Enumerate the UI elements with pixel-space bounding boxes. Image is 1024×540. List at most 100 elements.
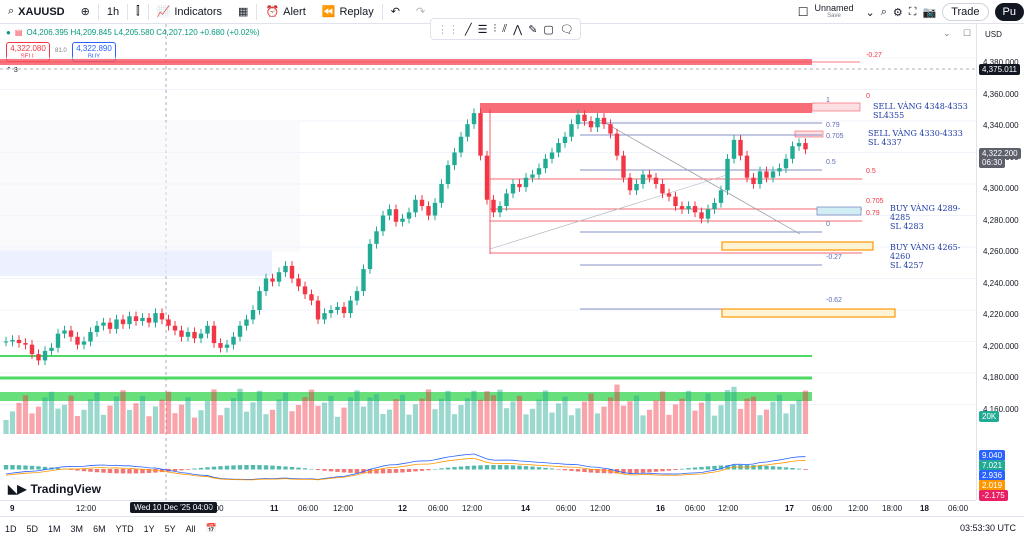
chevron-down-icon[interactable]: ⌄: [865, 6, 875, 19]
interval-button[interactable]: 1h: [106, 5, 120, 18]
brush-icon[interactable]: ✎: [528, 23, 538, 36]
macd-histogram-bar: [413, 469, 418, 472]
layout-menu[interactable]: Unnamed Save: [815, 4, 854, 20]
search-icon[interactable]: ⌕: [880, 5, 887, 18]
range-all[interactable]: All: [185, 523, 196, 534]
alert-button[interactable]: ⏰ Alert: [257, 0, 313, 24]
price-tick: 4,180.000: [983, 373, 1019, 382]
alarm-icon: ⏰: [265, 6, 280, 18]
target-zone: [721, 308, 896, 318]
macd-histogram-bar: [705, 466, 711, 470]
buy-annotation-2[interactable]: BUY VÀNG 4265-4260 SL 4257: [890, 243, 976, 270]
undo-button[interactable]: ↶: [383, 0, 408, 24]
volume-bar: [354, 390, 360, 434]
chart-type-button[interactable]: ⫿: [128, 0, 148, 24]
candle-body: [3, 341, 9, 343]
time-axis[interactable]: 9 12:00 Wed 10 Dec '25 04:00 2:00 11 06:00 12:…: [0, 500, 976, 516]
range-5y[interactable]: 5Y: [164, 523, 176, 534]
candle-body: [660, 184, 665, 194]
fib-label: 0.79: [826, 122, 840, 129]
macd-histogram-bar: [328, 469, 334, 472]
candle-body: [751, 177, 756, 184]
macd-histogram-bar: [36, 466, 41, 470]
volume-bar: [380, 414, 386, 434]
candle-body: [42, 350, 48, 361]
fib-retracement-icon[interactable]: ☰: [477, 23, 488, 36]
volume-bar: [328, 395, 334, 434]
range-6m[interactable]: 6M: [93, 523, 106, 534]
replay-button[interactable]: ⏪ Replay: [314, 0, 382, 24]
range-1y[interactable]: 1Y: [143, 523, 155, 534]
camera-icon[interactable]: 📷: [922, 6, 937, 19]
range-ytd[interactable]: YTD: [115, 523, 134, 534]
drawing-toolbar: ⋮⋮ ╱ ☰ ⫶ ⫽ ⋀ ✎ ▢ 🗨: [430, 18, 581, 40]
pattern-icon[interactable]: ⋀: [513, 23, 523, 36]
indicator-collapse[interactable]: ⌃ 3: [6, 66, 18, 74]
checkbox-icon[interactable]: ☐: [797, 5, 809, 19]
volume-bar: [74, 416, 81, 434]
volume-bar: [445, 390, 451, 434]
volume-bar: [601, 406, 607, 434]
macd-histogram-bar: [718, 465, 724, 470]
volume-bar: [497, 389, 503, 434]
range-1d[interactable]: 1D: [5, 523, 17, 534]
pitchfork-icon[interactable]: ⫶: [493, 22, 497, 35]
publish-button[interactable]: Pu: [994, 3, 1024, 21]
range-5d[interactable]: 5D: [26, 523, 39, 534]
text-note-icon[interactable]: 🗨: [559, 23, 574, 36]
candle-body: [127, 316, 132, 325]
volume-bar: [133, 403, 139, 434]
close-icon[interactable]: ⌄: [943, 28, 951, 38]
compare-button[interactable]: ⊕: [73, 0, 98, 24]
volume-bar: [347, 397, 354, 434]
utc-clock[interactable]: 03:53:30 UTC: [959, 523, 1016, 533]
candle-body: [75, 336, 80, 345]
candle-body: [68, 330, 74, 337]
trend-line-icon[interactable]: ╱: [465, 23, 472, 36]
range-1m[interactable]: 1M: [48, 523, 61, 534]
range-3m[interactable]: 3M: [70, 523, 84, 534]
trade-button[interactable]: Trade: [942, 3, 989, 21]
macd-histogram-bar: [198, 467, 204, 470]
volume-bar: [48, 391, 55, 434]
market-status-icon: ●: [6, 28, 11, 37]
layout-state: Save: [827, 13, 841, 19]
parallel-channel-icon[interactable]: ⫽: [502, 22, 508, 35]
sell-annotation-1[interactable]: SELL VÀNG 4348-4353 SL4355: [873, 102, 968, 120]
candle-body: [738, 139, 743, 156]
price-axis[interactable]: USD ⌄ ☐ 4,380.0004,360.0004,340.0004,320…: [943, 24, 1024, 501]
candle-body: [679, 206, 685, 210]
fullscreen-icon[interactable]: ⛶: [908, 5, 917, 18]
calendar-icon[interactable]: 📅: [205, 523, 217, 533]
settings-icon[interactable]: ⚙: [892, 6, 903, 19]
rectangle-icon[interactable]: ▢: [543, 23, 554, 36]
window-icon[interactable]: ☐: [963, 28, 972, 38]
redo-button[interactable]: ↷: [408, 0, 433, 24]
symbol-search[interactable]: ⌕ XAUUSD: [0, 0, 73, 24]
candle-body: [244, 319, 249, 326]
volume-bar: [750, 396, 757, 434]
macd-histogram-bar: [263, 465, 269, 470]
time-label: 12:00: [848, 504, 869, 513]
sell-annotation-2[interactable]: SELL VÀNG 4330-4333 SL 4337: [868, 129, 963, 147]
buy-annotation-1[interactable]: BUY VÀNG 4289-4285 SL 4283: [890, 204, 976, 231]
volume-bar: [42, 397, 48, 434]
macd-histogram-bar: [296, 467, 301, 470]
candle-body: [302, 286, 308, 295]
macd-histogram-bar: [757, 465, 763, 470]
currency-label[interactable]: USD: [985, 30, 1002, 39]
volume-bar: [451, 414, 458, 434]
templates-button[interactable]: ▦: [230, 0, 256, 24]
ohlc-values: O4,206.395 H4,209.845 L4,205.580 C4,207.…: [26, 28, 260, 37]
tradingview-logo[interactable]: ◣▶ TradingView: [8, 482, 101, 496]
volume-bar: [237, 388, 243, 434]
candlestick-chart[interactable]: [0, 24, 976, 500]
menu-icon[interactable]: ▤: [14, 28, 23, 37]
drag-handle-icon[interactable]: ⋮⋮: [437, 23, 459, 36]
indicators-button[interactable]: 📈 Indicators: [149, 0, 230, 24]
chart-pane[interactable]: -0.27 0 1 0.79 0.705 0.5 0.5 0.705 0.79 …: [0, 24, 976, 500]
macd-value-tag: 2.936: [979, 470, 1006, 481]
volume-bar: [165, 391, 172, 434]
candles-icon: ⫿: [136, 5, 140, 17]
candle-body: [146, 317, 152, 323]
